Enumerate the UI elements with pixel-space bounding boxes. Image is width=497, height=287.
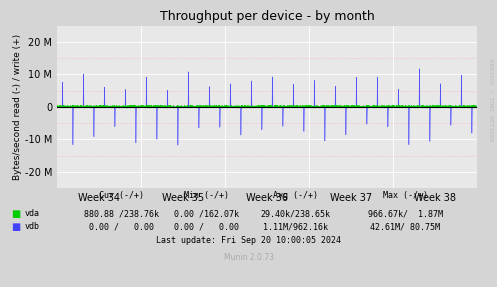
Text: 1.11M/962.16k: 1.11M/962.16k [263,222,328,231]
Text: 29.40k/238.65k: 29.40k/238.65k [261,209,331,218]
Text: 0.00 /   0.00: 0.00 / 0.00 [89,222,154,231]
Text: 0.00 /162.07k: 0.00 /162.07k [174,209,239,218]
Title: Throughput per device - by month: Throughput per device - by month [160,10,375,23]
Text: Avg (-/+): Avg (-/+) [273,191,318,200]
Y-axis label: Bytes/second read (-) / write (+): Bytes/second read (-) / write (+) [13,34,22,180]
Text: 42.61M/ 80.75M: 42.61M/ 80.75M [370,222,440,231]
Text: Min (-/+): Min (-/+) [184,191,229,200]
Text: Munin 2.0.73: Munin 2.0.73 [224,253,273,262]
Text: RRDTOOL / TOBI OETIKER: RRDTOOL / TOBI OETIKER [488,59,493,142]
Text: vda: vda [25,209,40,218]
Text: Last update: Fri Sep 20 10:00:05 2024: Last update: Fri Sep 20 10:00:05 2024 [156,236,341,245]
Text: 966.67k/  1.87M: 966.67k/ 1.87M [368,209,442,218]
Text: 0.00 /   0.00: 0.00 / 0.00 [174,222,239,231]
Text: 880.88 /238.76k: 880.88 /238.76k [84,209,159,218]
Text: ■: ■ [11,222,20,232]
Text: ■: ■ [11,209,20,219]
Text: Max (-/+): Max (-/+) [383,191,427,200]
Text: vdb: vdb [25,222,40,231]
Text: Cur (-/+): Cur (-/+) [99,191,144,200]
